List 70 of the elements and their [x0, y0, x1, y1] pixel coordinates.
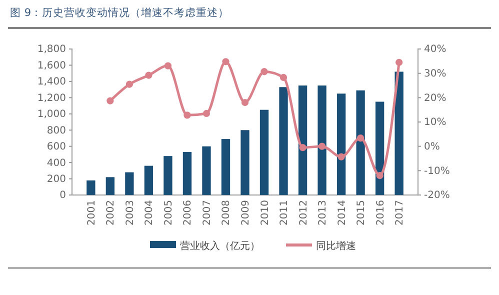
bar	[240, 130, 250, 195]
legend-label: 营业收入（亿元）	[180, 240, 260, 252]
point	[164, 62, 172, 70]
y-tick-label: 1,200	[37, 92, 66, 104]
x-tick-label: 2004	[144, 200, 156, 226]
y2-tick-label: -10%	[424, 166, 450, 177]
y-tick-label: 600	[46, 142, 66, 153]
point	[241, 98, 249, 106]
bar	[221, 139, 230, 195]
point	[260, 68, 268, 76]
y2-tick-label: 30%	[424, 68, 446, 80]
x-tick-label: 2015	[356, 200, 368, 226]
y2-tick-label: 0%	[424, 142, 440, 153]
x-tick-label: 2009	[240, 200, 252, 226]
y-tick-label: 1,400	[37, 76, 66, 88]
x-tick-label: 2008	[221, 200, 232, 226]
point	[145, 72, 152, 79]
y-tick-label: 800	[46, 125, 66, 136]
y2-tick-label: 10%	[424, 117, 446, 128]
y2-tick-label: 20%	[424, 92, 446, 104]
y-tick-label: 0	[60, 190, 66, 202]
point	[396, 58, 403, 66]
bar	[336, 94, 346, 195]
point	[184, 112, 191, 119]
bar	[298, 86, 308, 195]
y2-tick-label: -20%	[424, 190, 450, 202]
point	[376, 172, 384, 180]
x-tick-label: 2001	[86, 200, 98, 226]
bar	[260, 110, 269, 195]
bar	[86, 180, 96, 195]
x-tick-label: 2002	[106, 200, 117, 226]
bar	[279, 87, 288, 195]
y-tick-label: 400	[46, 158, 66, 169]
x-tick-label: 2017	[394, 200, 406, 226]
y-tick-label: 1,800	[37, 44, 66, 56]
x-tick-label: 2011	[279, 200, 290, 226]
y-tick-label: 1,600	[37, 60, 66, 72]
x-tick-label: 2006	[182, 200, 194, 226]
chart-title: 图 9：历史营收变动情况（增速不考虑重述）	[10, 6, 230, 19]
bar	[202, 146, 211, 195]
point	[356, 134, 364, 142]
bar	[182, 152, 192, 195]
bar	[164, 156, 172, 195]
x-tick-label: 2007	[202, 200, 213, 226]
point	[202, 110, 210, 118]
bar	[318, 86, 326, 195]
point	[338, 153, 345, 160]
bar	[144, 166, 154, 195]
bar	[356, 90, 365, 195]
y2-tick-label: 40%	[424, 44, 446, 56]
bar	[394, 72, 404, 195]
y-tick-label: 1,000	[37, 109, 66, 120]
bar	[125, 172, 134, 195]
point	[106, 97, 114, 104]
legend-label: 同比增速	[316, 240, 356, 252]
point	[126, 80, 134, 88]
point	[299, 144, 306, 152]
x-tick-label: 2005	[163, 200, 174, 226]
point	[318, 142, 326, 150]
x-tick-label: 2010	[260, 200, 271, 226]
y-tick-label: 200	[46, 174, 66, 185]
bar	[375, 102, 384, 195]
point	[222, 58, 230, 66]
bar	[106, 177, 115, 195]
point	[280, 74, 288, 82]
x-tick-label: 2003	[124, 200, 136, 226]
x-tick-label: 2012	[298, 200, 310, 226]
x-tick-label: 2014	[336, 200, 348, 226]
x-tick-label: 2016	[375, 200, 386, 226]
x-tick-label: 2013	[318, 200, 329, 226]
